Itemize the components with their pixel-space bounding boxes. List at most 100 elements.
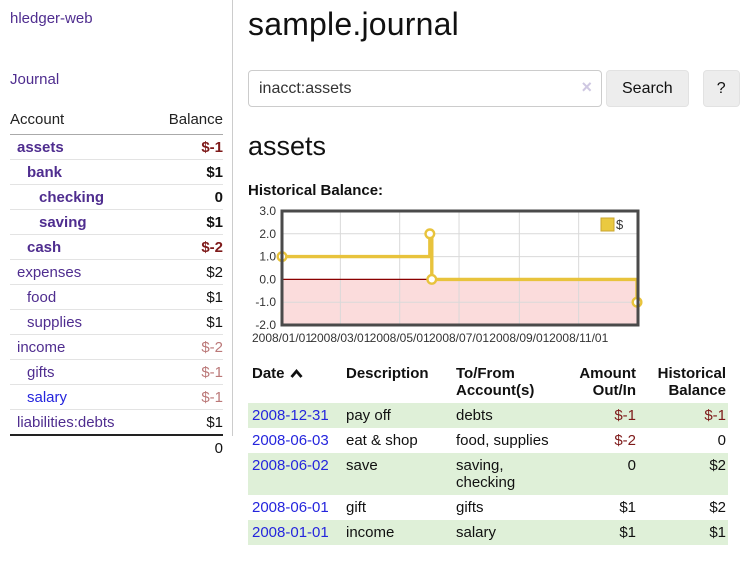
date-header-label: Date (252, 365, 285, 382)
sidebar-account-link[interactable]: salary (27, 389, 68, 406)
register-table: Date Description To/From Account(s) Amou… (248, 363, 728, 545)
register-row: 2008-06-01 gift gifts $1 $2 (248, 495, 728, 520)
transaction-date-link[interactable]: 2008-06-02 (252, 457, 329, 474)
sidebar-account-link[interactable]: bank (27, 164, 63, 181)
sidebar-account-link[interactable]: gifts (27, 364, 55, 381)
transaction-amount: $-1 (614, 407, 636, 424)
sidebar-account-list: assets $-1 bank $1 checking 0 saving $1 cash $-2 e… (10, 135, 223, 434)
sidebar-account-link[interactable]: saving (39, 214, 87, 231)
svg-text:2008/01/01: 2008/01/01 (252, 331, 312, 345)
transaction-description: pay off (346, 407, 391, 424)
transaction-amount: $-2 (614, 432, 636, 449)
sidebar-account-link[interactable]: assets (17, 139, 64, 156)
register-row: 2008-06-02 save saving, checking 0 $2 (248, 453, 728, 495)
column-header-date[interactable]: Date (248, 363, 346, 403)
transaction-description: gift (346, 499, 367, 516)
sidebar-account-row: gifts $-1 (10, 359, 223, 384)
sidebar-account-balance: $-1 (201, 389, 223, 406)
svg-text:3.0: 3.0 (259, 204, 276, 218)
transaction-accounts: gifts (456, 499, 484, 516)
sidebar-account-link[interactable]: supplies (27, 314, 83, 331)
sidebar-account-link[interactable]: food (27, 289, 57, 306)
register-row: 2008-01-01 income salary $1 $1 (248, 520, 728, 545)
transaction-balance: 0 (717, 432, 726, 449)
column-header-balance: Historical Balance (657, 365, 726, 399)
search-button[interactable]: Search (606, 70, 689, 107)
sidebar-account-balance: $1 (206, 414, 223, 431)
help-button[interactable]: ? (702, 70, 740, 107)
transaction-date-link[interactable]: 2008-06-03 (252, 432, 329, 449)
balance-column-header: Balance (168, 111, 223, 128)
column-header-accounts: To/From Account(s) (456, 365, 535, 399)
brand-link[interactable]: hledger-web (10, 10, 93, 27)
sidebar-account-row: food $1 (10, 284, 223, 309)
account-column-header: Account (10, 111, 65, 128)
sidebar-account-row: cash $-2 (10, 234, 223, 259)
search-input[interactable] (248, 70, 602, 107)
sidebar-account-link[interactable]: liabilities:debts (17, 414, 115, 431)
register-header-row: Date Description To/From Account(s) Amou… (248, 363, 728, 403)
svg-text:$: $ (616, 217, 624, 232)
search-form: × Search ? (248, 70, 740, 107)
sidebar-item-journal[interactable]: Journal (10, 71, 60, 88)
sidebar-account-balance: $2 (206, 264, 223, 281)
transaction-date-link[interactable]: 2008-01-01 (252, 524, 329, 541)
sidebar-account-row: assets $-1 (10, 135, 223, 159)
svg-text:2008/09/01: 2008/09/01 (489, 331, 549, 345)
clear-search-icon[interactable]: × (581, 77, 592, 97)
svg-text:1.0: 1.0 (259, 250, 276, 264)
sidebar-total-row: 0 (10, 434, 223, 461)
sidebar-account-balance: $1 (206, 164, 223, 181)
transaction-date-link[interactable]: 2008-06-01 (252, 499, 329, 516)
sidebar-account-balance: $-2 (201, 239, 223, 256)
register-table-body: 2008-12-31 pay off debts $-1 $-1 2008-06-03 ea… (248, 403, 728, 545)
account-heading: assets (248, 131, 327, 161)
sidebar-account-link[interactable]: income (17, 339, 66, 356)
register-row: 2008-12-31 pay off debts $-1 $-1 (248, 403, 728, 428)
sidebar: hledger-web Journal Account Balance asse… (0, 0, 233, 457)
transaction-date-link[interactable]: 2008-12-31 (252, 407, 329, 424)
transaction-balance: $2 (709, 457, 726, 474)
sidebar-account-row: supplies $1 (10, 309, 223, 334)
sidebar-account-link[interactable]: cash (27, 239, 62, 256)
sidebar-total-value: 0 (214, 440, 223, 457)
transaction-accounts: food, supplies (456, 432, 549, 449)
transaction-accounts: debts (456, 407, 493, 424)
transaction-description: save (346, 457, 378, 474)
sidebar-account-balance: $-2 (201, 339, 223, 356)
sidebar-account-row: salary $-1 (10, 384, 223, 409)
sidebar-account-balance: $1 (206, 314, 223, 331)
svg-text:2008/11/01: 2008/11/01 (549, 331, 608, 345)
sidebar-account-balance: $1 (206, 289, 223, 306)
sidebar-account-row: saving $1 (10, 209, 223, 234)
svg-text:2008/07/01: 2008/07/01 (429, 331, 489, 345)
sidebar-account-row: liabilities:debts $1 (10, 409, 223, 434)
svg-text:0.0: 0.0 (259, 272, 276, 286)
transaction-accounts: saving, checking (456, 457, 516, 491)
sort-ascending-icon (289, 369, 303, 378)
svg-text:2008/05/01: 2008/05/01 (370, 331, 430, 345)
account-balance-table: Account Balance assets $-1 bank $1 checking 0… (10, 108, 223, 461)
sidebar-account-row: expenses $2 (10, 259, 223, 284)
sidebar-account-row: income $-2 (10, 334, 223, 359)
sidebar-account-link[interactable]: expenses (17, 264, 82, 281)
account-table-header: Account Balance (10, 108, 223, 135)
page-title: sample.journal (248, 6, 459, 42)
transaction-accounts: salary (456, 524, 497, 541)
sidebar-account-balance: $-1 (201, 139, 223, 156)
transaction-description: eat & shop (346, 432, 418, 449)
sidebar-account-row: bank $1 (10, 159, 223, 184)
transaction-balance: $2 (709, 499, 726, 516)
svg-text:-2.0: -2.0 (255, 318, 276, 332)
sidebar-account-balance: $-1 (201, 364, 223, 381)
main-content: sample.journal × Search ? assets Histori… (248, 0, 740, 545)
sidebar-account-link[interactable]: checking (39, 189, 105, 206)
register-row: 2008-06-03 eat & shop food, supplies $-2 0 (248, 428, 728, 453)
svg-text:2.0: 2.0 (259, 227, 276, 241)
historical-balance-chart: $3.0 2.0 1.0 0.0 -1.0 -2.02008/01/012008/03/0… (252, 204, 643, 345)
transaction-amount: $1 (619, 499, 636, 516)
svg-text:2008/03/01: 2008/03/01 (310, 331, 370, 345)
transaction-balance: $1 (709, 524, 726, 541)
transaction-amount: 0 (627, 457, 636, 474)
sidebar-account-balance: 0 (214, 189, 223, 206)
